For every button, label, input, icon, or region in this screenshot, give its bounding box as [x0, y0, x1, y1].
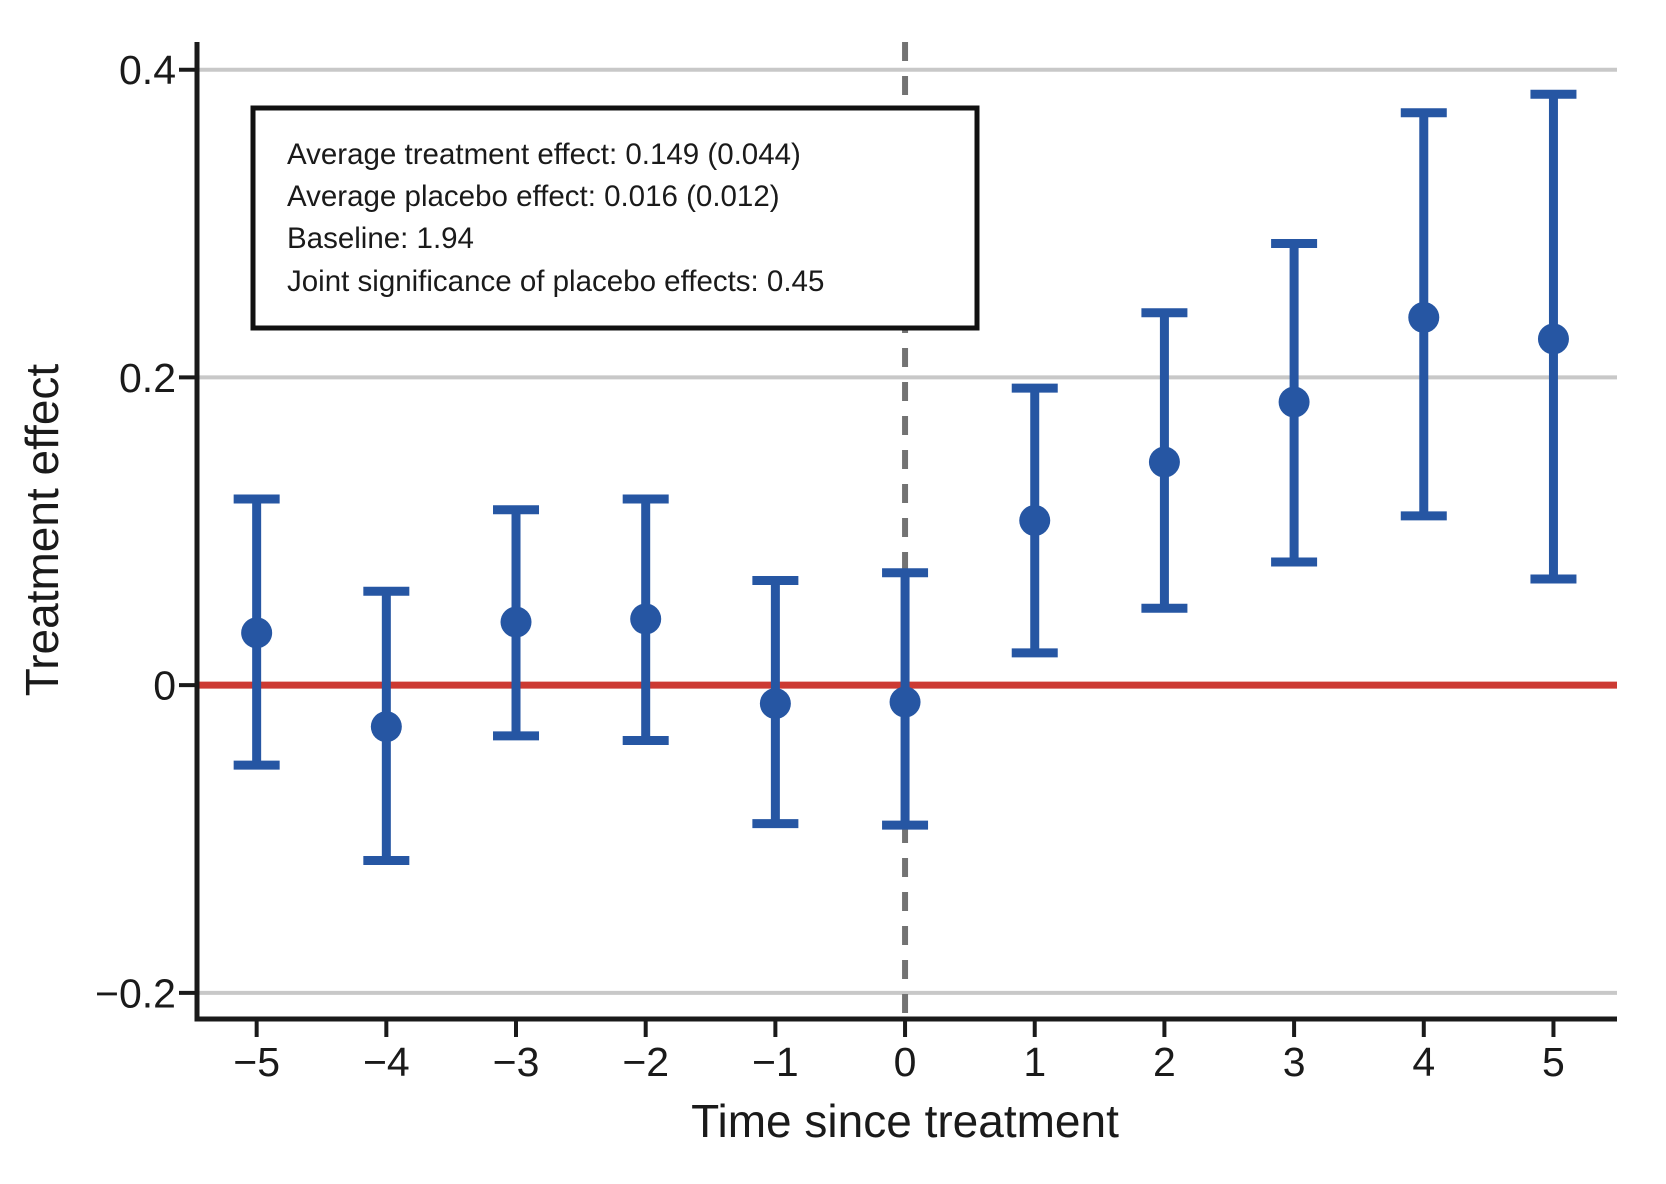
x-tick-label: 1	[1023, 1039, 1046, 1085]
x-tick-label: 5	[1542, 1039, 1565, 1085]
error-bar-group	[1011, 383, 1058, 658]
annotation-line-baseline: Baseline: 1.94	[287, 222, 474, 255]
tick-marks	[179, 67, 1556, 1037]
error-bar-series	[233, 89, 1577, 866]
annotation-box: Average treatment effect: 0.149 (0.044) …	[250, 105, 980, 331]
point-marker	[1148, 446, 1180, 478]
y-axis-title: Treatment effect	[16, 364, 68, 697]
error-bar-group	[882, 568, 929, 830]
y-tick-label: 0	[153, 663, 176, 709]
point-marker	[500, 606, 532, 638]
x-tick-label: 2	[1153, 1039, 1176, 1085]
error-bar-group	[752, 576, 799, 829]
error-bar-group	[1400, 108, 1447, 521]
annotation-line-joint-significance: Joint significance of placebo effects: 0…	[287, 265, 824, 298]
point-marker	[889, 686, 921, 718]
annotation-line-placebo: Average placebo effect: 0.016 (0.012)	[287, 180, 780, 213]
horizontal-gridlines	[197, 67, 1617, 995]
x-axis-title: Time since treatment	[691, 1095, 1119, 1147]
point-marker	[1408, 301, 1440, 333]
error-bar-group	[1141, 308, 1188, 613]
x-tick-label: −1	[752, 1039, 799, 1085]
point-marker	[1537, 323, 1569, 355]
y-tick-label: 0.2	[119, 355, 176, 401]
y-tick-label: 0.4	[119, 47, 176, 93]
x-tick-label: −4	[363, 1039, 410, 1085]
x-tick-labels: −5 −4 −3 −2 −1 0 1 2 3 4 5	[233, 1039, 1565, 1085]
x-tick-label: 0	[894, 1039, 917, 1085]
x-tick-label: 3	[1283, 1039, 1306, 1085]
point-marker	[1019, 504, 1051, 536]
point-marker	[241, 617, 273, 649]
x-tick-label: −2	[622, 1039, 669, 1085]
point-marker	[370, 711, 402, 743]
point-marker	[630, 603, 662, 635]
error-bar-group	[493, 505, 540, 741]
x-tick-label: 4	[1412, 1039, 1435, 1085]
y-tick-labels: −0.2 0 0.2 0.4	[95, 47, 176, 1016]
x-tick-label: −3	[493, 1039, 540, 1085]
error-bar-group	[622, 494, 669, 746]
point-marker	[1278, 386, 1310, 418]
error-bar-group	[1530, 89, 1577, 584]
x-tick-label: −5	[233, 1039, 280, 1085]
annotation-box-border	[250, 105, 980, 331]
point-marker	[759, 688, 791, 720]
annotation-line-ate: Average treatment effect: 0.149 (0.044)	[287, 138, 801, 171]
y-tick-label: −0.2	[95, 970, 176, 1016]
error-bar-group	[363, 586, 410, 866]
error-bar-group	[233, 494, 280, 770]
error-bar-group	[1271, 239, 1318, 567]
